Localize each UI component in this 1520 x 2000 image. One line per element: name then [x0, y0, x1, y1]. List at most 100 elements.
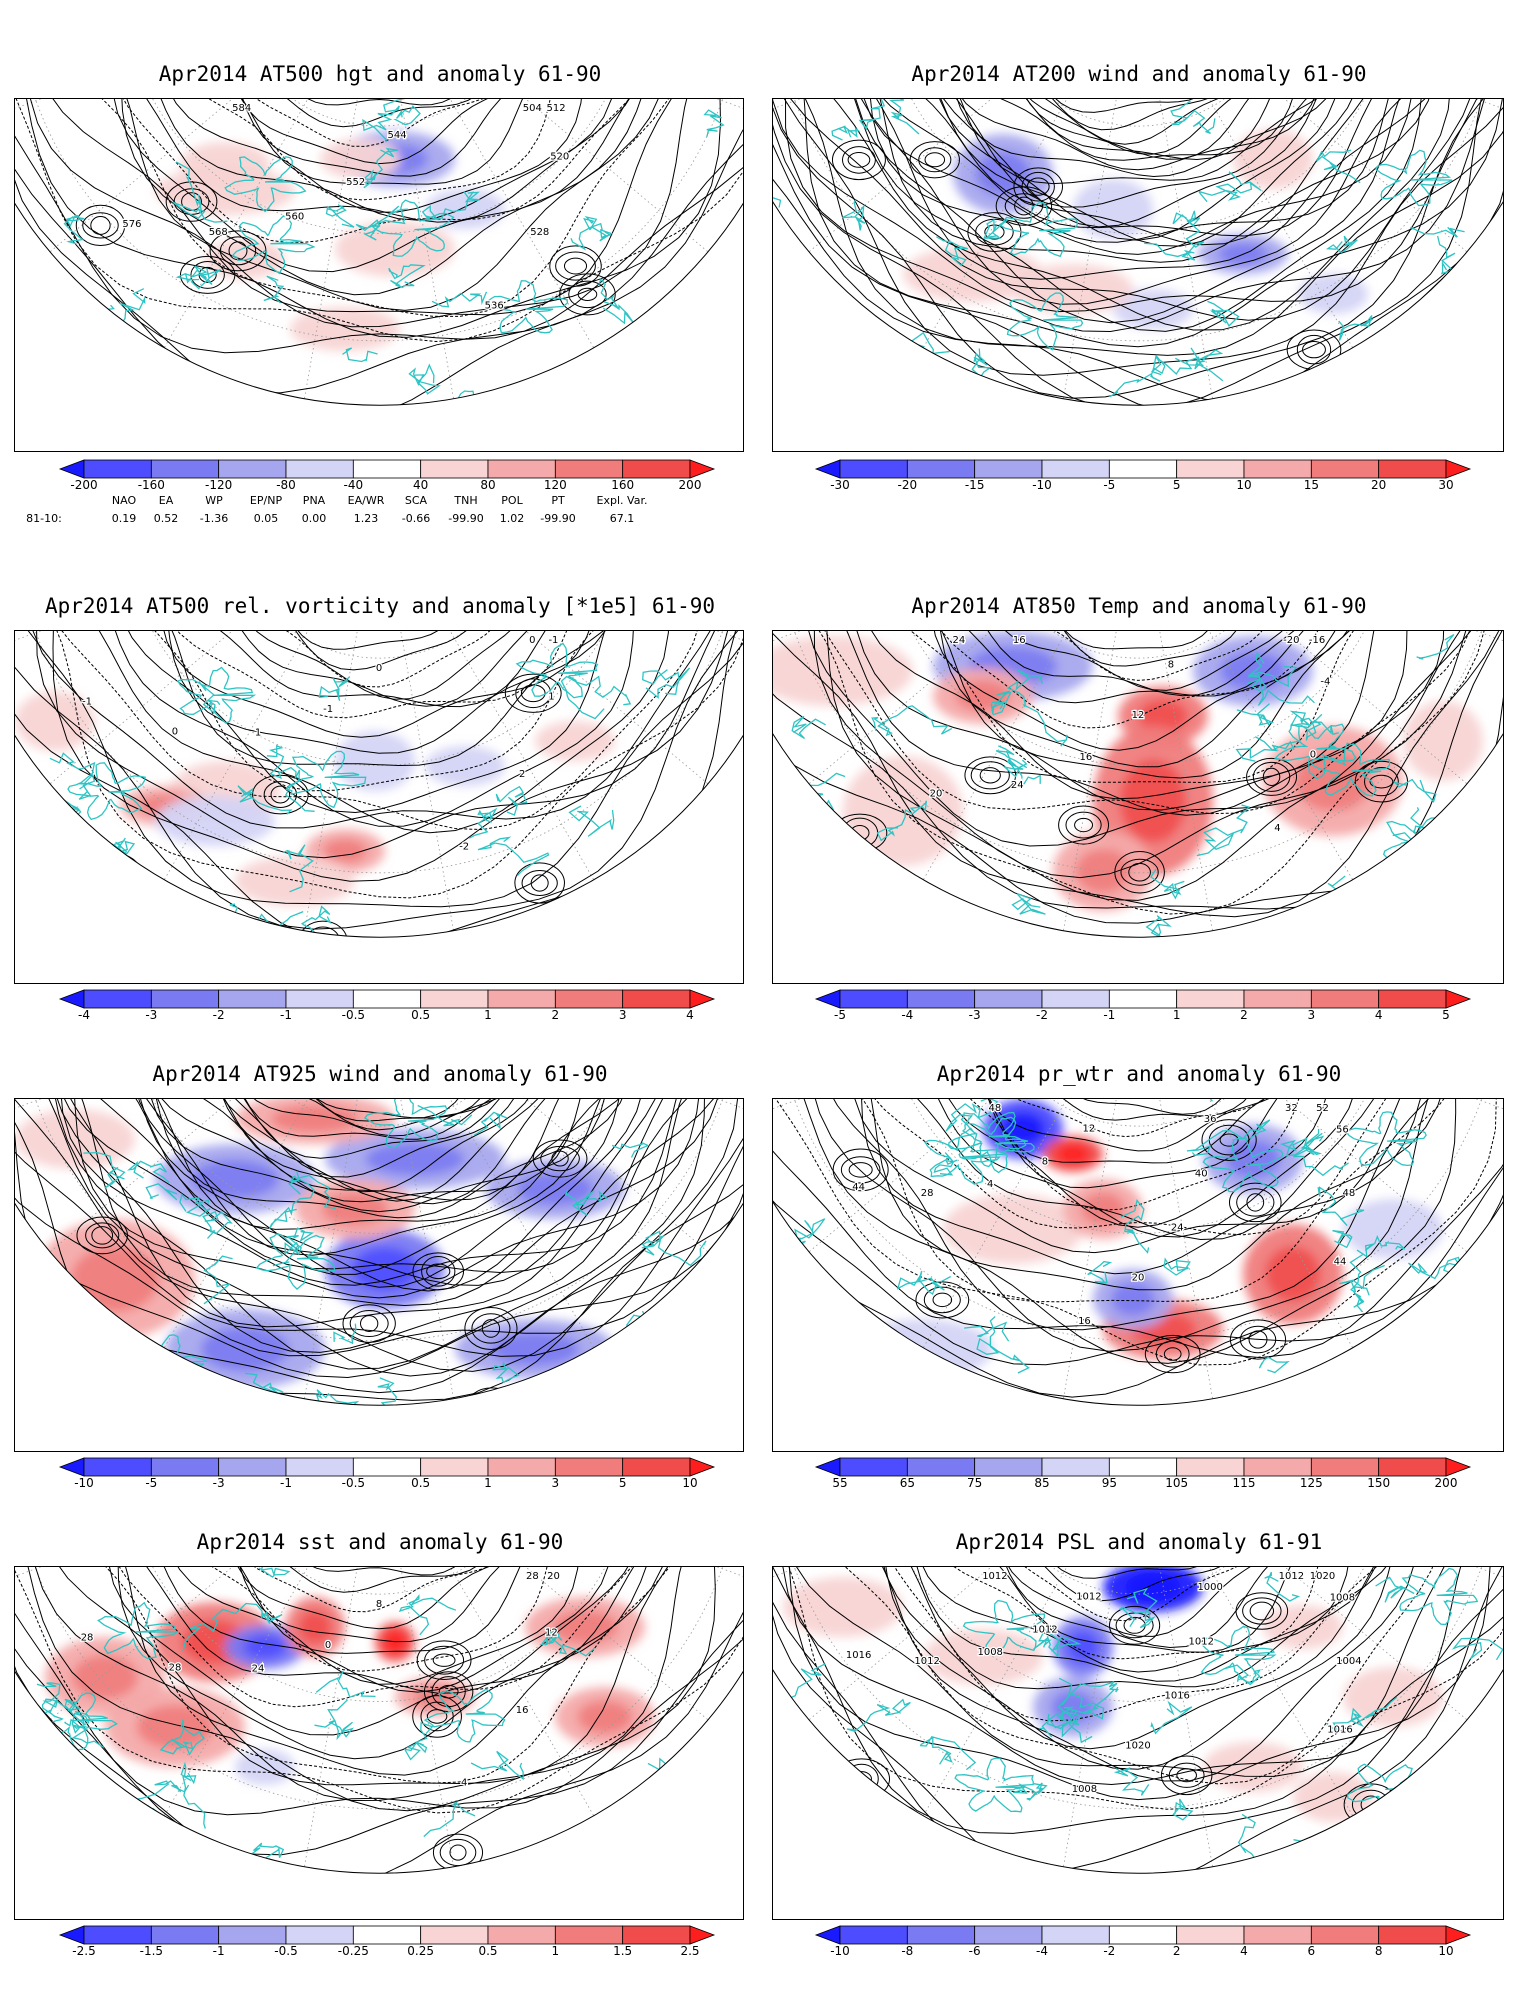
contour-label: 28 [526, 1571, 539, 1582]
panel-temp850: Apr2014 AT850 Temp and anomaly 61-90 -20… [772, 560, 1506, 1030]
meridian [1137, 1567, 1397, 1874]
contour-line [989, 1099, 1274, 1115]
coastline-segment [1150, 1700, 1193, 1735]
coastline-segment [226, 1842, 285, 1869]
map-canvas: 1012 1020 1008 1004 1016 1000 1012 1016 1020 1008… [773, 1567, 1503, 1874]
contour-line [232, 1567, 522, 1576]
closed-contour [360, 1315, 379, 1333]
colorbar-tick-label: 1 [484, 1476, 492, 1490]
anomaly-patch [1343, 1667, 1443, 1727]
landmass-outline [879, 916, 961, 938]
coastline-segment [1175, 349, 1224, 382]
coastline-segment [170, 1426, 223, 1451]
colorbar-tick-label: -3 [968, 1008, 981, 1022]
closed-contour [526, 1853, 581, 1874]
contour-line [56, 1567, 694, 1784]
landmass-outline [34, 1692, 118, 1751]
anomaly-core [413, 1686, 457, 1708]
closed-contour [918, 147, 952, 173]
teleconnection-value: -1.36 [199, 512, 229, 525]
streamline [822, 99, 1429, 332]
coastline-segment [1338, 315, 1374, 341]
colorbar-tick-label: -10 [1032, 478, 1052, 492]
colorbar-tick-label: 125 [1299, 1476, 1323, 1490]
colorbar-tick-label: -1 [280, 1476, 292, 1490]
meridian [378, 1567, 743, 1776]
colorbar-swatch [218, 459, 287, 479]
anomaly-core [352, 1247, 418, 1291]
coastline-segment [175, 161, 203, 211]
colorbar-swatch [285, 1457, 354, 1477]
coastline-segment [36, 1682, 61, 1718]
coastline-segment [1429, 403, 1470, 406]
coastline-segment [159, 1719, 205, 1756]
colorbar-swatch [1041, 459, 1110, 479]
contour-line [131, 631, 645, 767]
anomaly-core [71, 1246, 159, 1312]
streamline [923, 99, 1378, 208]
coastline-segment [1439, 1317, 1485, 1355]
colorbar-tick-label: 15 [1303, 478, 1319, 492]
landmass-outline [1202, 1137, 1284, 1193]
meridian [1048, 1099, 1139, 1406]
map-boundary [15, 1202, 743, 1406]
colorbar-tick-label: 30 [1438, 478, 1454, 492]
contour-line [955, 631, 1305, 691]
colorbar-swatch [1108, 1457, 1178, 1477]
anomaly-patch [235, 856, 355, 906]
coastline-segment [202, 1210, 233, 1239]
coastline-segment [268, 1170, 315, 1230]
contour-lines [15, 99, 743, 406]
contour-lines [773, 99, 1503, 406]
coastline-segment [492, 1361, 520, 1384]
coastline-segment [1002, 750, 1041, 789]
closed-contour [543, 1865, 564, 1874]
closed-contour [532, 1139, 588, 1178]
anomaly-patch [1298, 274, 1368, 314]
closed-contour [970, 761, 1010, 790]
colorbar-swatch [1243, 459, 1312, 479]
contour-label: 4 [987, 1179, 993, 1190]
closed-contour [995, 186, 1053, 226]
closed-contour [481, 1319, 501, 1338]
coastline-segment [1011, 893, 1046, 915]
colorbar-arrow-right [689, 1925, 716, 1945]
closed-contour [559, 273, 616, 316]
contour-line [147, 99, 589, 213]
meridian [120, 1567, 380, 1874]
anomaly-patch [335, 731, 415, 791]
streamline [946, 99, 1313, 161]
contour-line [976, 1099, 1302, 1138]
contour-line [934, 631, 1331, 697]
streamline [1000, 99, 1293, 131]
coastline-segment [1150, 868, 1185, 900]
closed-contour [219, 236, 257, 266]
meridian [378, 1099, 469, 1406]
coastline-segment [598, 277, 635, 325]
colorbar-tick-label: 55 [832, 1476, 848, 1490]
streamline [67, 1099, 705, 1299]
colorbar-arrow-left [58, 989, 85, 1009]
contour-line [234, 99, 524, 106]
coastline-segment [773, 195, 790, 238]
coastline-segment [654, 321, 692, 340]
colorbar-hgt500: -200 -160 -120 -80 -40 40 80 120 160 200 [58, 459, 716, 496]
coastline-segment [362, 99, 407, 142]
contour-label: 584 [232, 103, 251, 114]
coastline-segment [936, 236, 968, 267]
coastline-segment [602, 1819, 638, 1846]
contour-line [87, 99, 673, 311]
landmass-outline [255, 1233, 336, 1290]
coastline-segment [1106, 426, 1135, 451]
coastline-segment [83, 1151, 126, 1189]
meridian [1137, 99, 1397, 406]
contour-line [105, 1567, 644, 1694]
contour-label: 1012 [1279, 1571, 1304, 1582]
colorbar-swatches [814, 1925, 1472, 1945]
coastline-segment [1113, 1767, 1150, 1796]
contour-line [907, 1567, 1357, 1673]
teleconnection-header: PNA [302, 494, 326, 507]
streamline [784, 99, 1503, 333]
closed-contour [1239, 1325, 1277, 1354]
contour-line [925, 631, 1369, 729]
